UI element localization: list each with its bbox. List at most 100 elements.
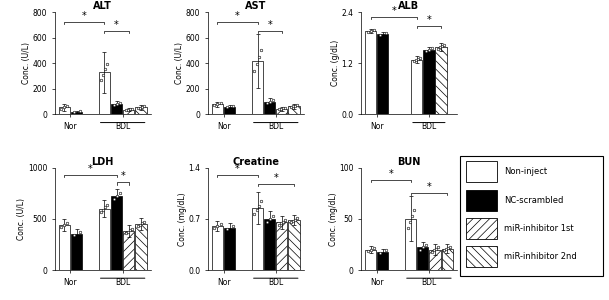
Point [111, 102, 121, 106]
Point [439, 248, 449, 253]
Point [276, 106, 286, 111]
Point [75, 230, 85, 234]
Text: *: * [114, 20, 119, 30]
Point [442, 247, 451, 251]
Point [265, 216, 275, 221]
Title: LDH: LDH [91, 157, 114, 167]
Point [431, 246, 441, 251]
Bar [276, 109, 287, 114]
Point [265, 99, 275, 104]
Bar [465, 161, 497, 182]
Title: ALT: ALT [93, 1, 112, 11]
Point [443, 246, 453, 250]
Bar [442, 248, 452, 270]
Point [60, 223, 69, 227]
Point [137, 221, 147, 226]
Point [280, 218, 290, 222]
Point [278, 106, 288, 111]
Point [421, 48, 431, 53]
Bar [111, 196, 122, 270]
Point [363, 30, 373, 34]
Point [427, 249, 437, 254]
Bar [212, 226, 223, 270]
Bar [405, 219, 416, 270]
Point [290, 217, 300, 222]
Point [418, 245, 428, 250]
Point [445, 244, 455, 249]
Point [57, 106, 66, 111]
Bar [435, 47, 446, 114]
Point [415, 56, 424, 61]
Point [57, 225, 66, 230]
Bar [264, 102, 275, 114]
Point [262, 219, 272, 224]
Point [133, 106, 143, 111]
Y-axis label: Conc. (g/dL): Conc. (g/dL) [331, 40, 340, 86]
Bar [71, 234, 82, 270]
Point [375, 250, 385, 255]
Bar [465, 246, 497, 267]
Point [63, 104, 72, 109]
Bar [71, 112, 82, 114]
Text: *: * [88, 164, 93, 174]
Point [108, 197, 118, 202]
Point [123, 107, 133, 112]
Point [256, 199, 266, 204]
Bar [465, 218, 497, 239]
Text: *: * [267, 20, 272, 30]
Point [99, 73, 108, 77]
Point [213, 224, 222, 229]
Point [375, 33, 385, 38]
Point [437, 44, 447, 49]
Text: *: * [392, 6, 396, 16]
Bar [417, 248, 428, 270]
Point [96, 209, 106, 214]
Bar [123, 110, 135, 114]
Text: miR-inhibitor 2nd: miR-inhibitor 2nd [504, 252, 577, 261]
Point [278, 219, 288, 224]
Point [369, 246, 379, 251]
Point [121, 108, 130, 112]
Y-axis label: Conc. (mg/dL): Conc. (mg/dL) [328, 192, 337, 246]
Text: *: * [426, 182, 431, 192]
Point [250, 69, 259, 74]
Point [216, 101, 225, 106]
Bar [212, 104, 223, 114]
Point [381, 248, 391, 253]
Point [209, 103, 219, 108]
Bar [411, 60, 422, 114]
Point [274, 107, 284, 112]
Point [137, 105, 147, 110]
Point [286, 105, 296, 110]
Bar [276, 223, 287, 270]
Point [413, 57, 423, 62]
Y-axis label: Conc. (mg/dL): Conc. (mg/dL) [178, 192, 187, 246]
Point [75, 109, 85, 114]
Point [63, 220, 72, 225]
Point [411, 58, 421, 63]
Point [252, 208, 261, 212]
Point [127, 106, 136, 111]
Bar [123, 231, 135, 270]
Text: *: * [235, 11, 240, 21]
Point [262, 100, 272, 105]
Point [222, 105, 231, 110]
Text: miR-inhibitor 1st: miR-inhibitor 1st [504, 224, 574, 233]
Bar [99, 72, 110, 114]
Point [292, 216, 302, 220]
Bar [135, 224, 147, 270]
Bar [135, 107, 147, 114]
Point [427, 46, 437, 51]
Bar [252, 208, 263, 270]
Text: NC-scrambled: NC-scrambled [504, 196, 563, 205]
Point [409, 207, 418, 212]
Text: *: * [389, 169, 393, 179]
Point [135, 105, 145, 110]
Point [403, 225, 412, 230]
Bar [465, 190, 497, 211]
Point [369, 28, 379, 33]
Point [363, 248, 373, 253]
Y-axis label: Conc. (U/L): Conc. (U/L) [175, 42, 185, 84]
Point [250, 212, 259, 217]
Bar [289, 220, 300, 270]
